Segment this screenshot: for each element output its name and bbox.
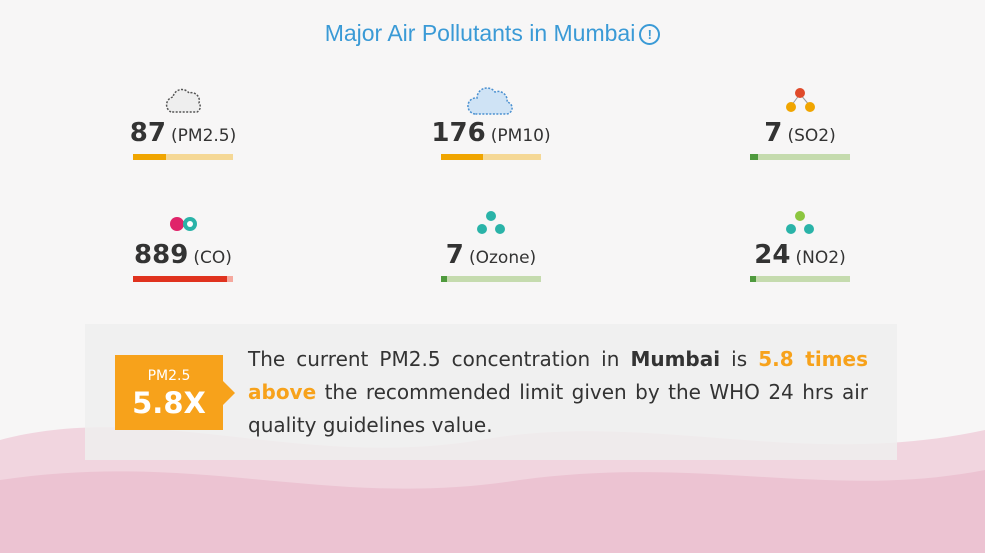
wave [0,470,985,553]
pollutant: 7 (SO2) [680,82,920,160]
badge-label: PM2.5 [147,368,191,384]
pollutant: 889 (CO) [63,204,303,282]
bar-fill [750,154,758,160]
pollutant-value: 24 [754,240,791,270]
title: Major Air Pollutants in Mumbai [324,20,636,46]
pollutant-label: (SO2) [787,126,836,146]
text: the recommended limit given by the WHO 2… [248,380,868,437]
bar-fill [441,154,483,160]
icon-shape [795,211,805,221]
icon-shape [467,87,513,115]
value-row: 7 (Ozone) [371,240,611,270]
title-row: Major Air Pollutants in Mumbai! [0,20,985,47]
icon-shape [165,88,201,113]
value-row: 87 (PM2.5) [63,118,303,148]
icon-shape [495,224,505,234]
info-icon[interactable]: ! [639,24,661,46]
icon-shape [477,224,487,234]
callout-text: The current PM2.5 concentration in Mumba… [248,343,868,442]
pollutant-icon [63,82,303,118]
value-row: 889 (CO) [63,240,303,270]
pollutant-label: (NO2) [795,248,846,268]
pollutant-label: (PM10) [490,126,551,146]
pollutant: 87 (PM2.5) [63,82,303,160]
bar-track [441,276,541,282]
value-row: 24 (NO2) [680,240,920,270]
value-row: 176 (PM10) [371,118,611,148]
bar-fill [133,276,227,282]
text: is [720,347,759,371]
bar-track [750,154,850,160]
icon-shape [170,217,184,231]
icon-shape [786,88,815,112]
pollutant-icon [680,204,920,240]
pollutant-icon [371,204,611,240]
bar-track [750,276,850,282]
pollutant-label: (CO) [193,248,232,268]
pollutant-icon [371,82,611,118]
icon-shape [467,87,513,115]
icon-shape [165,88,201,113]
icon-shape [786,224,796,234]
icon-shape [805,102,815,112]
bar-fill [750,276,756,282]
callout-panel: PM2.5 5.8X The current PM2.5 concentrati… [85,324,897,460]
icon-shape [486,211,496,221]
text: The current PM2.5 concentration in [248,347,631,371]
pollutant-value: 7 [445,240,464,270]
bar-fill [441,276,447,282]
icon-shape [477,211,505,234]
pollutant-value: 176 [431,118,486,148]
icon-shape [170,217,197,231]
bar-track [441,154,541,160]
city: Mumbai [630,347,721,371]
badge-value: 5.8X [132,386,206,420]
bar-fill [133,154,166,160]
bar-track [133,276,233,282]
pollutant-value: 889 [134,240,189,270]
pollutant-value: 7 [764,118,783,148]
icon-shape [786,102,796,112]
icon-shape [187,221,193,227]
badge: PM2.5 5.8X [115,355,235,430]
bar-track [133,154,233,160]
pollutant-icon [680,82,920,118]
icon-shape [786,211,814,234]
highlight: 5.8 times above [248,347,868,404]
pollutant-icon [63,204,303,240]
pollutant-label: (Ozone) [468,248,537,268]
pollutant-value: 87 [129,118,166,148]
pollutant: 176 (PM10) [371,82,611,160]
pollutant-label: (PM2.5) [171,126,237,146]
value-row: 7 (SO2) [680,118,920,148]
pollutant: 7 (Ozone) [371,204,611,282]
pollutant: 24 (NO2) [680,204,920,282]
icon-shape [795,88,805,98]
icon-shape [804,224,814,234]
